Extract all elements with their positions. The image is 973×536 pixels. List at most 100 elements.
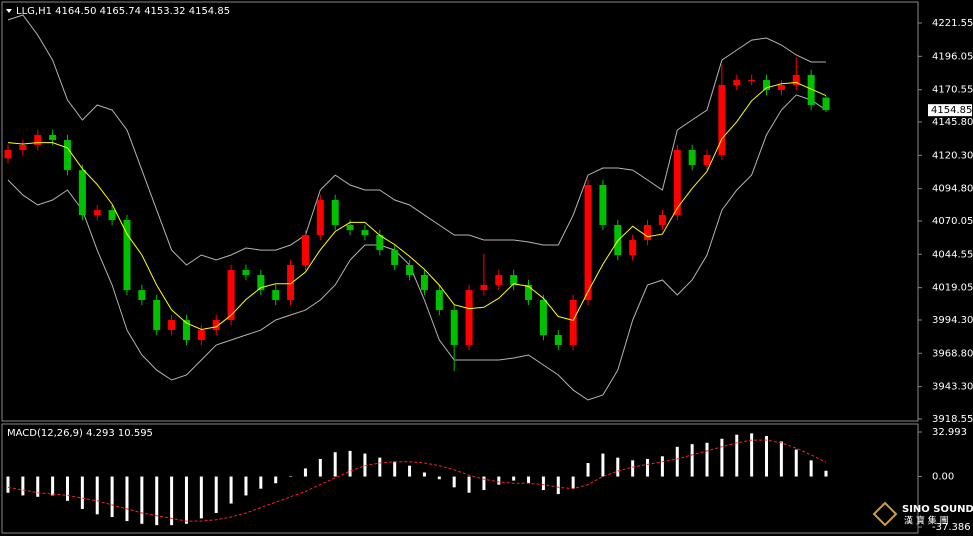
macd-bar [363,453,367,477]
y-tick-label: 4070.05 [932,216,973,227]
candle-body [153,300,161,331]
price-box [928,104,972,117]
macd-bar [675,446,679,477]
watermark-logo [872,501,898,527]
macd-panel-frame [1,423,919,534]
candle-body [495,275,503,285]
macd-bar [259,476,263,489]
candle-body [197,330,205,340]
candle-body [63,140,71,171]
macd-bar [527,476,531,484]
macd-bar [170,476,174,526]
candle-body [733,80,741,86]
candle-body [108,210,116,221]
macd-bar [705,442,709,477]
candle-body [688,149,696,165]
macd-bar [36,476,40,497]
candle-body [435,290,443,311]
macd-bar [333,452,337,477]
candle-body [391,250,399,265]
macd-bar [809,460,813,477]
macd-bar [408,465,412,477]
candle-body [19,145,27,150]
macd-bar [690,444,694,477]
main-panel-frame [1,1,919,422]
candle-body [182,320,190,340]
y-tick-label: 3943.30 [932,382,973,393]
macd-bar [6,476,10,493]
candle-body [480,284,488,291]
macd-bar [303,468,307,477]
current-price: 4154.85 [931,105,972,116]
macd-bar [512,476,516,481]
y-tick-label: 4145.80 [932,117,973,128]
y-tick-label: 4044.55 [932,249,973,260]
candle-body [718,85,726,155]
candle-body [93,210,101,216]
candle-body [420,275,428,291]
macd-bar [467,476,471,493]
macd-bar [140,476,144,524]
macd-signal [7,439,827,522]
candle-body [168,320,176,331]
macd-bar [720,438,724,477]
macd-bar [660,456,664,477]
candle-body [584,184,592,301]
y-tick-label: 32.993 [932,427,967,438]
y-tick-label: 4221.55 [932,18,973,29]
macd-bar [556,476,560,495]
macd-bar [21,476,25,496]
macd-bar [110,476,114,518]
candle-body [539,300,547,336]
macd-bar [571,476,575,489]
macd-bar [378,457,382,477]
macd-bar [289,476,293,478]
watermark: SINO SOUND 漢 寶 集 團 [872,501,973,527]
watermark-sub: 漢 寶 集 團 [904,515,949,527]
candle-body [510,275,518,285]
y-tick-label: 4170.55 [932,85,973,96]
macd-bar [794,449,798,477]
macd-bar [779,441,783,477]
y-tick-label: 0.00 [932,472,954,483]
macd-bar [244,476,248,496]
macd-label: MACD(12,26,9) 4.293 10.595 [7,428,153,439]
macd-bar [824,470,828,477]
y-tick-label: 4196.05 [932,51,973,62]
candle-body [376,235,384,251]
candle-body [4,149,12,159]
macd-bar [125,476,129,522]
macd-bar [422,472,426,477]
macd-bar [631,460,635,477]
candle-body [673,149,681,216]
y-tick-label: 4094.80 [932,184,973,195]
macd-bar [184,476,188,524]
candle-body [763,80,771,90]
macd-bar [646,458,650,477]
macd-bar [51,476,55,496]
bollinger-upper [7,14,826,266]
candle-body [748,80,756,82]
macd-bar [482,476,486,491]
y-tick-label: 3968.80 [932,348,973,359]
macd-bar [155,476,159,526]
macd-bar [80,476,84,509]
chart-title: LLG,H1 4164.50 4165.74 4153.32 4154.85 [16,6,230,17]
bollinger-lower [7,94,827,401]
candle-body [614,224,622,256]
macd-bar [393,461,397,477]
candle-body [331,200,339,225]
candle-body [599,184,607,225]
macd-bar [601,453,605,477]
candle-body [629,240,637,256]
macd-bar [541,476,545,491]
candle-body [138,290,146,301]
menu-arrow [6,9,12,13]
moving-average [7,81,827,331]
candle-body [123,220,131,291]
macd-bar [214,476,218,513]
candle-body [569,300,577,345]
macd-bar [735,434,739,477]
macd-bar [199,476,203,519]
candle-body [807,74,815,106]
